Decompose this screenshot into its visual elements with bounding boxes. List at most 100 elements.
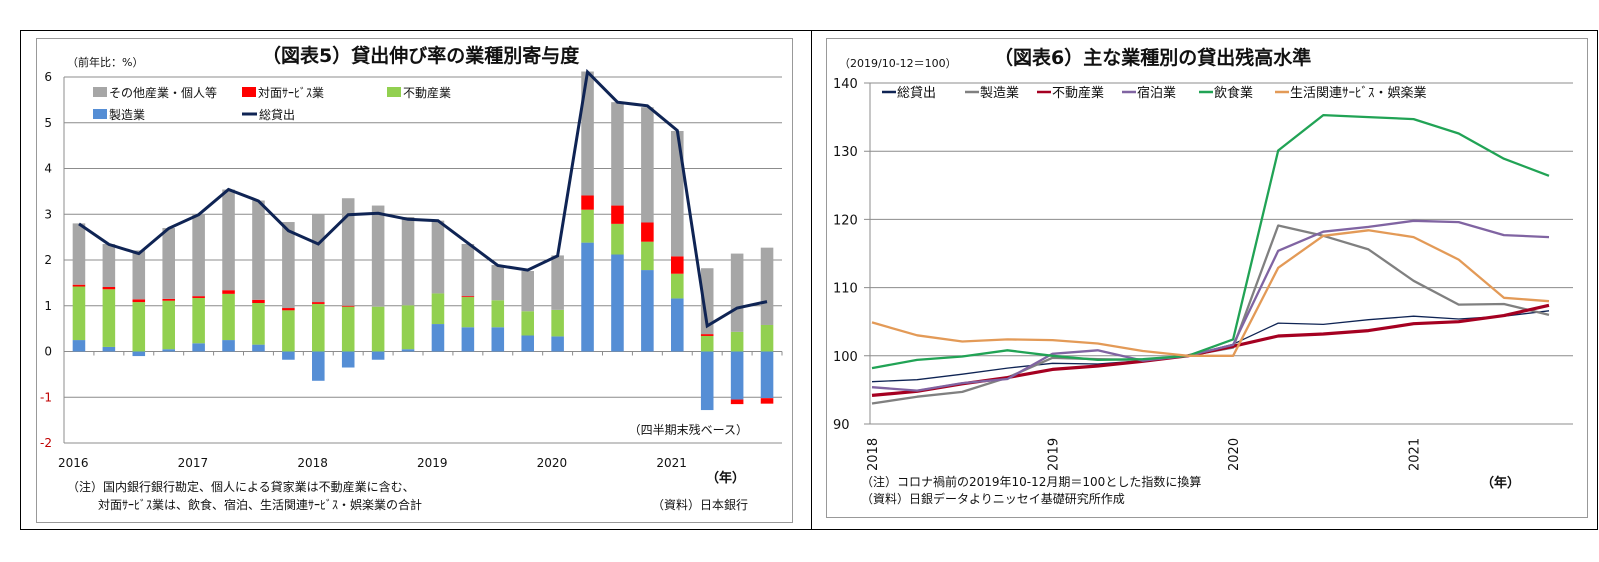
bar-segment bbox=[611, 205, 624, 224]
bar-segment bbox=[341, 351, 355, 368]
bar-segment bbox=[760, 398, 774, 404]
bar-segment bbox=[162, 300, 175, 350]
y-tick-label: -2 bbox=[40, 436, 52, 450]
y-tick-label: 5 bbox=[44, 116, 52, 130]
bar-segment bbox=[641, 241, 654, 271]
chart-title: （図表6）主な業種別の貸出残高水準 bbox=[994, 46, 1311, 69]
bar-segment bbox=[72, 340, 86, 352]
bar-segment bbox=[700, 334, 714, 336]
legend-label: 対面ｻｰﾋﾞｽ業 bbox=[258, 86, 324, 100]
bar-segment bbox=[461, 327, 475, 352]
bar-segment bbox=[760, 351, 774, 399]
x-axis-unit-label: （年） bbox=[706, 470, 745, 486]
bar-segment bbox=[132, 351, 146, 357]
bar-segment bbox=[401, 349, 415, 352]
x-tick-label: 2017 bbox=[178, 456, 209, 470]
legend-swatch bbox=[93, 87, 107, 97]
bar-segment bbox=[671, 298, 684, 352]
bar-segment bbox=[72, 286, 86, 341]
y-tick-label: 2 bbox=[44, 253, 52, 267]
bar-segment bbox=[611, 223, 624, 255]
bar-segment bbox=[431, 324, 445, 352]
bar-segment bbox=[192, 214, 205, 297]
bar-segment bbox=[491, 265, 505, 301]
bar-segment bbox=[222, 290, 235, 294]
bar-segment bbox=[671, 273, 684, 299]
legend-label: 宿泊業 bbox=[1137, 85, 1176, 101]
bar-segment bbox=[341, 306, 355, 352]
bar-segment bbox=[132, 250, 146, 300]
bar-segment bbox=[341, 198, 355, 306]
legend-label: 不動産業 bbox=[1052, 85, 1104, 101]
bar-segment bbox=[611, 102, 624, 206]
chart-panel-loan-level: （図表6）主な業種別の貸出残高水準 （2019/10-12＝100） 140 13… bbox=[826, 38, 1588, 518]
bar-segment bbox=[72, 284, 86, 287]
bar-segment bbox=[312, 303, 325, 352]
bar-segment bbox=[282, 351, 295, 360]
x-tick-label: 2018 bbox=[866, 438, 881, 471]
bar-segment bbox=[760, 324, 774, 352]
bar-segment bbox=[611, 254, 624, 352]
y-tick-label: 100 bbox=[833, 350, 858, 365]
series-line bbox=[871, 219, 1550, 392]
y-tick-label: 90 bbox=[833, 418, 850, 433]
x-axis-unit-label: （年） bbox=[1481, 475, 1520, 491]
bar-segment bbox=[461, 296, 475, 298]
y-tick-label: 6 bbox=[44, 70, 52, 84]
bar-segment bbox=[222, 189, 235, 291]
x-tick-label: 2019 bbox=[1047, 438, 1062, 471]
bar-segment bbox=[760, 247, 774, 325]
legend-swatch bbox=[93, 109, 107, 119]
bar-segment bbox=[132, 302, 146, 352]
bar-segment bbox=[162, 227, 175, 299]
x-tick-label: 2020 bbox=[537, 456, 568, 470]
bar-segment bbox=[162, 298, 175, 301]
bar-segment bbox=[282, 308, 295, 311]
bar-segment bbox=[730, 399, 744, 405]
y-tick-label: 140 bbox=[833, 77, 858, 92]
legend-label: 製造業 bbox=[109, 108, 145, 122]
x-tick-label: 2016 bbox=[58, 456, 89, 470]
legend-label: 生活関連ｻｰﾋﾞｽ・娯楽業 bbox=[1290, 85, 1427, 101]
bar-segment bbox=[102, 243, 116, 287]
bar-segment bbox=[282, 222, 295, 309]
bar-segment bbox=[72, 223, 86, 285]
bar-segment bbox=[132, 299, 146, 303]
bar-segment bbox=[671, 256, 684, 274]
bar-segment bbox=[401, 216, 415, 306]
bar-segment bbox=[730, 351, 744, 400]
y-tick-label: 110 bbox=[833, 282, 858, 297]
bar-segment bbox=[641, 222, 654, 242]
bar-segment bbox=[222, 340, 235, 352]
legend-label: 不動産業 bbox=[403, 85, 451, 100]
x-tick-label: 2021 bbox=[1408, 438, 1423, 471]
y-axis-unit-label: （2019/10-12＝100） bbox=[839, 57, 957, 70]
bar-segment bbox=[730, 253, 744, 332]
bar-segment bbox=[192, 296, 205, 298]
series-line bbox=[871, 224, 1550, 405]
chart-annotation-basis: （四半期末残ベース） bbox=[629, 423, 748, 437]
contribution-chart: （図表5）貸出伸び率の業種別寄与度 （前年比：%） 6 5 4 3 2 1 0 -1 -2 201… bbox=[40, 44, 783, 512]
bar-segment bbox=[282, 310, 295, 352]
bar-segment bbox=[371, 351, 385, 360]
bar-segment bbox=[431, 293, 445, 325]
bar-segment bbox=[252, 344, 265, 352]
bar-segment bbox=[102, 286, 116, 290]
y-tick-label: 4 bbox=[44, 162, 52, 176]
bar-segment bbox=[551, 309, 564, 337]
legend-label: 製造業 bbox=[980, 85, 1019, 101]
bar-segment bbox=[252, 299, 265, 304]
bar-segment bbox=[491, 300, 505, 328]
bar-segment bbox=[341, 305, 355, 307]
chart-panel-contribution: （図表5）貸出伸び率の業種別寄与度 （前年比：%） 6 5 4 3 2 1 0 -1 -2 201… bbox=[36, 38, 793, 523]
series-line bbox=[871, 229, 1550, 357]
bar-segment bbox=[192, 297, 205, 344]
bar-segment bbox=[312, 351, 325, 381]
bar-segment bbox=[551, 336, 564, 352]
bar-segment bbox=[102, 289, 116, 347]
bar-segment bbox=[431, 220, 445, 294]
y-tick-label: -1 bbox=[40, 390, 52, 404]
x-tick-label: 2018 bbox=[297, 456, 328, 470]
bar-segment bbox=[521, 311, 534, 336]
note-line-2: 対面ｻｰﾋﾞｽ業は、飲食、宿泊、生活関連ｻｰﾋﾞｽ・娯楽業の合計 bbox=[98, 497, 422, 512]
